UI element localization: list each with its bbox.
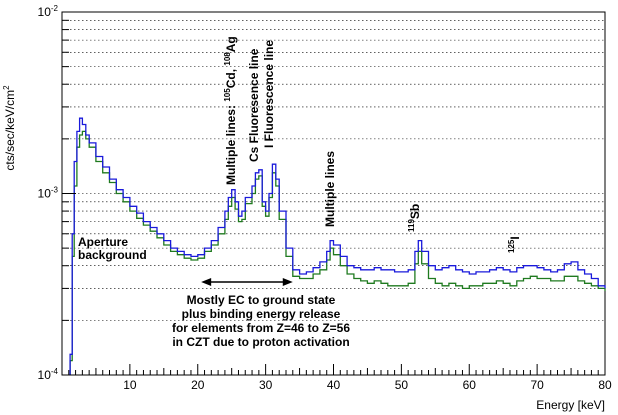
- axis-ticks: 10 20 30 40 50 60 70 80 10-4 10-3 10-2: [38, 4, 612, 392]
- annotation-cd-ag-mid: Cd,: [224, 66, 238, 89]
- x-tick-label: 10: [123, 378, 137, 392]
- y-tick-label: 10-4: [38, 367, 59, 382]
- x-axis-label: Energy [keV]: [536, 398, 605, 412]
- annotation-ec-line-3: for elements from Z=46 to Z=56: [172, 321, 350, 335]
- annotation-sb-text: Sb: [408, 204, 422, 219]
- annotation-cd-ag-pre: Multiple lines:: [224, 102, 238, 185]
- annotation-multiple-lines: Multiple lines: [323, 151, 337, 227]
- annotation-aperture: Aperture: [78, 235, 128, 249]
- annotation-cd-ag-sup2: 108: [223, 52, 232, 66]
- data-series: [69, 117, 606, 375]
- y-axis-label: cts/sec/keV/cm2: [2, 85, 17, 171]
- annotation-iodine-fluorescence: I Fluorescence line: [262, 40, 276, 148]
- x-tick-label: 50: [395, 378, 409, 392]
- ec-range-arrow-head-left: [201, 278, 212, 286]
- annotation-background: background: [78, 248, 147, 262]
- x-tick-label: 20: [191, 378, 205, 392]
- annotation-i125-sup: 125: [507, 239, 516, 253]
- annotation-i125: 125I: [507, 236, 522, 253]
- grid-lines: [62, 20, 605, 321]
- x-tick-label: 60: [463, 378, 477, 392]
- annotation-ec-line-2: plus binding energy release: [182, 307, 341, 321]
- annotation-cs: Cs Fluoresence line: [247, 48, 261, 162]
- x-tick-label: 70: [530, 378, 544, 392]
- x-tick-label: 30: [259, 378, 273, 392]
- annotation-sb-sup: 119: [407, 219, 416, 232]
- ec-range-arrow: [201, 278, 293, 286]
- y-tick-label: 10-2: [38, 4, 59, 19]
- x-tick-label: 40: [327, 378, 341, 392]
- x-tick-label: 80: [598, 378, 612, 392]
- annotation-sb: 119Sb: [407, 204, 422, 232]
- annotation-cd-ag-post: Ag: [224, 36, 238, 52]
- y-axis-label-sup: 2: [2, 85, 11, 90]
- annotation-cd-ag: Multiple lines: 105Cd, 108Ag: [223, 36, 238, 185]
- annotation-ec-line-4: in CZT due to proton activation: [172, 335, 349, 349]
- ec-range-arrow-head-right: [282, 278, 293, 286]
- y-tick-label: 10-3: [38, 186, 59, 201]
- annotation-ec-line-1: Mostly EC to ground state: [187, 293, 336, 307]
- y-axis-label-main: cts/sec/keV/cm: [3, 90, 17, 171]
- annotation-i125-text: I: [508, 236, 522, 239]
- series-blue-line: [69, 117, 606, 375]
- annotation-cd-ag-sup1: 105: [223, 88, 232, 102]
